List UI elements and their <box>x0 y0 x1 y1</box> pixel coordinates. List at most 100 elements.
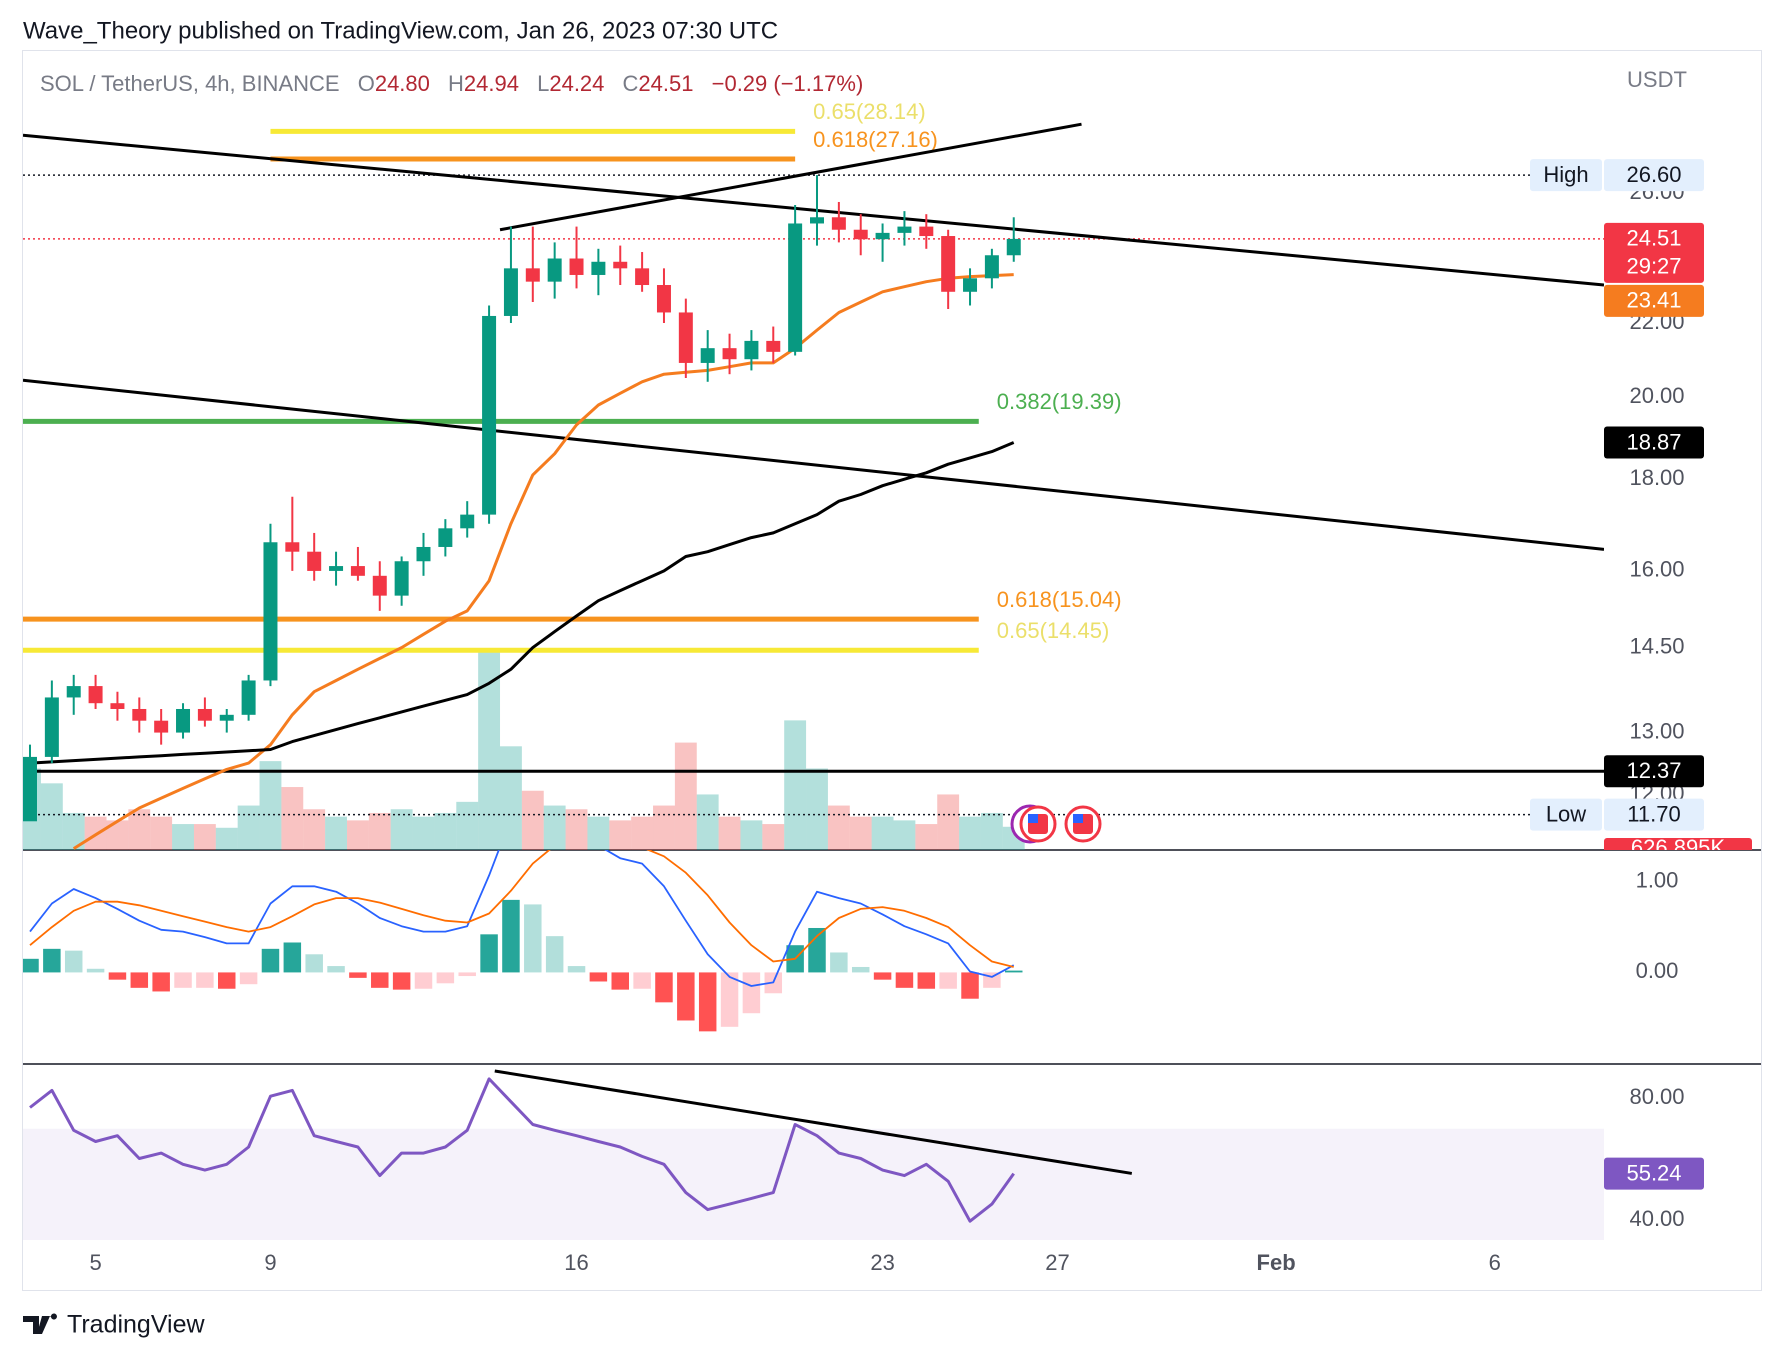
price-tag <box>1604 284 1704 317</box>
footer-logo: TradingView <box>23 1311 206 1339</box>
publish-header: Wave_Theory published on TradingView.com… <box>23 17 778 44</box>
volume-bar <box>937 794 960 850</box>
rsi-tag <box>1604 1157 1704 1190</box>
flag <box>1028 814 1038 823</box>
macd-line <box>29 850 1015 987</box>
price-tag <box>1604 798 1704 831</box>
macd-histogram-bar <box>677 972 695 1021</box>
candle-body <box>307 551 322 571</box>
volume-bar <box>193 824 216 850</box>
volume-bar <box>128 809 151 850</box>
volume-bar <box>62 812 85 850</box>
volume-tag <box>1604 838 1752 850</box>
volume-bar <box>827 805 850 850</box>
price-tag-label: 11.70 <box>1627 801 1680 826</box>
volume-bar <box>959 816 981 850</box>
volume-bar <box>40 783 63 850</box>
currency: USDT <box>1627 67 1687 92</box>
candle-body <box>875 232 890 240</box>
price-tag <box>1604 755 1704 788</box>
macd-histogram-bar <box>502 899 520 973</box>
price-tag-name: High <box>1543 162 1588 187</box>
volume-bar <box>325 816 347 850</box>
macd-histogram-bar <box>633 972 651 989</box>
volume-bar <box>543 805 566 850</box>
candle-body <box>700 348 715 363</box>
fib-label: 0.65(28.14) <box>813 99 926 124</box>
rsi-line <box>29 1077 1015 1223</box>
candle-body <box>44 697 59 757</box>
candle-body <box>219 714 234 721</box>
price-tag-label: 18.87 <box>1626 429 1681 454</box>
candle-body <box>88 686 103 704</box>
macd-histogram-bar <box>196 972 214 988</box>
legend-key: C <box>623 71 639 96</box>
candle-body <box>722 348 737 360</box>
macd-histogram-bar <box>458 972 476 977</box>
price-tag <box>1604 159 1704 192</box>
volume-bar <box>412 816 435 850</box>
rsi <box>23 1069 1604 1240</box>
moving-averages <box>29 273 1015 850</box>
candle-body <box>853 229 868 240</box>
legend: SOL / TetherUS, 4h, BINANCE O24.80 H24.9… <box>40 71 863 96</box>
candles <box>23 175 1021 822</box>
rsi-tag-label: 55.24 <box>1626 1160 1681 1185</box>
macd <box>23 850 1023 1032</box>
volume-bar <box>478 650 501 850</box>
price-tag-label: 12.37 <box>1626 758 1681 783</box>
rsi-band <box>23 1128 1604 1240</box>
x-tick-label: 16 <box>564 1250 588 1275</box>
x-tick-label: 9 <box>264 1250 276 1275</box>
candle-body <box>23 756 37 822</box>
volume-bar <box>980 812 1003 850</box>
signal-line <box>29 850 1014 968</box>
volume <box>23 650 1025 850</box>
macd-histogram-bar <box>895 972 914 988</box>
candle-body <box>394 561 409 596</box>
price-tag <box>1604 426 1704 459</box>
macd-tick-label: 1.00 <box>1636 868 1679 893</box>
y-tick-label: 18.00 <box>1629 465 1684 490</box>
legend-key: O <box>358 71 375 96</box>
volume-bar <box>696 794 719 850</box>
legend-key: L <box>537 71 549 96</box>
price-tag-label: 23.41 <box>1626 288 1681 313</box>
fib-label: 0.618(15.04) <box>997 587 1122 612</box>
price-tag-label: 26.60 <box>1626 162 1681 187</box>
macd-histogram-bar <box>873 972 892 980</box>
volume-bar <box>521 790 544 850</box>
macd-histogram-bar <box>86 968 105 973</box>
trendlines <box>23 122 1604 551</box>
macd-histogram-bar <box>261 948 280 973</box>
price-tag-name-box <box>1530 798 1602 831</box>
trendline <box>499 122 1082 232</box>
plot-layer: 0.65(28.14) 0.618(27.16) 0.382(19.39) 0.618… <box>23 99 1752 1275</box>
candle-body <box>810 217 824 224</box>
candle-body <box>656 285 671 313</box>
macd-histogram-bar <box>152 972 170 992</box>
footer-brand: TradingView <box>67 1311 206 1339</box>
candle-body <box>372 575 387 596</box>
volume-bar <box>740 820 763 850</box>
x-tick-label: 5 <box>89 1250 101 1275</box>
legend-value: 24.51 <box>638 71 693 96</box>
legend-key: H <box>448 71 464 96</box>
candle-body <box>110 703 125 709</box>
rsi-tick-label: 80.00 <box>1629 1084 1684 1109</box>
candle-body <box>416 546 431 562</box>
flag <box>1073 814 1083 823</box>
macd-histogram-bar <box>436 972 455 984</box>
volume-bar <box>718 816 741 850</box>
macd-histogram-bar <box>218 972 236 989</box>
volume-bar <box>565 809 588 850</box>
volume-bar <box>500 746 522 850</box>
candle-body <box>482 315 497 515</box>
candle-body <box>241 680 256 715</box>
volume-bar <box>106 820 129 850</box>
macd-histogram-bar <box>239 972 258 985</box>
macd-histogram-bar <box>371 972 389 988</box>
price-tag-name: Low <box>1546 801 1586 826</box>
volume-bar <box>849 816 872 850</box>
